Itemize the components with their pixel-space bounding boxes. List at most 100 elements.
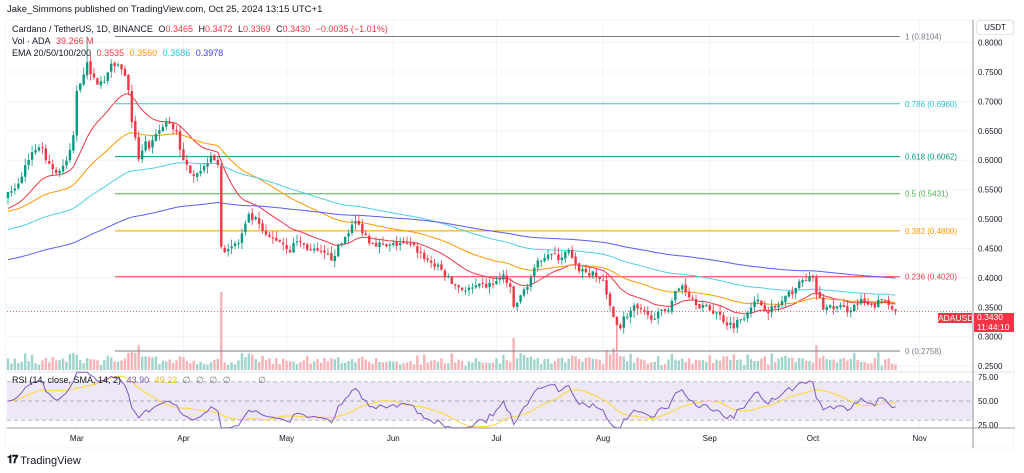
candle bbox=[302, 242, 306, 249]
rsi-legend[interactable]: RSI (14, close, SMA, 14, 2) 43.90 49.22 … bbox=[12, 375, 269, 386]
candle bbox=[433, 258, 436, 271]
candle bbox=[705, 303, 708, 308]
candle bbox=[361, 219, 364, 237]
candle-body bbox=[130, 91, 134, 123]
price-axis-label: 0.4000 bbox=[978, 274, 1003, 283]
volume-bar bbox=[340, 363, 343, 370]
candle bbox=[72, 131, 75, 153]
volume-bar bbox=[467, 361, 471, 370]
candle bbox=[330, 246, 333, 261]
fib-level-label: 0.236 (0.4020) bbox=[905, 273, 957, 282]
volume-bar bbox=[887, 358, 890, 370]
candle-body bbox=[677, 288, 680, 291]
volume-bar bbox=[285, 360, 288, 370]
volume-bar bbox=[178, 356, 182, 370]
symbol-title[interactable]: Cardano / TetherUS, 1D, BINANCE bbox=[12, 24, 153, 34]
volume-bar bbox=[715, 359, 718, 370]
fib-level-label: 0 (0.2758) bbox=[905, 347, 942, 356]
candle-body bbox=[213, 155, 216, 161]
candle bbox=[13, 183, 17, 195]
volume-bar bbox=[374, 358, 378, 370]
candle bbox=[515, 302, 519, 311]
volume-bar bbox=[24, 353, 27, 370]
candle bbox=[350, 219, 354, 236]
candle bbox=[202, 163, 206, 174]
candle-body bbox=[498, 278, 502, 280]
candle bbox=[471, 283, 474, 294]
candle bbox=[811, 274, 815, 282]
candle bbox=[567, 248, 570, 256]
rsi-axis-label: 25.00 bbox=[978, 421, 999, 430]
candle-body bbox=[381, 243, 385, 245]
fib-level-label: 0.618 (0.6062) bbox=[905, 153, 957, 162]
candle bbox=[880, 299, 883, 305]
candle bbox=[512, 285, 515, 309]
volume-bar bbox=[326, 361, 330, 370]
volume-bar bbox=[884, 359, 887, 370]
candle-body bbox=[189, 165, 192, 174]
volume-bar bbox=[529, 356, 533, 370]
candle-body bbox=[842, 305, 846, 307]
volume-bar bbox=[436, 361, 440, 370]
volume-bar bbox=[505, 360, 508, 370]
candle-body bbox=[601, 279, 605, 281]
candle-body bbox=[106, 72, 109, 81]
candle bbox=[794, 287, 797, 300]
candle-body bbox=[416, 246, 419, 253]
volume-bar bbox=[663, 363, 667, 370]
candle-body bbox=[533, 267, 536, 277]
candle bbox=[51, 159, 54, 176]
candle bbox=[787, 291, 791, 299]
volume-bar bbox=[581, 361, 584, 370]
volume-bar bbox=[189, 363, 192, 370]
candle bbox=[123, 65, 127, 77]
volume-bar bbox=[650, 362, 653, 370]
candle bbox=[213, 154, 216, 161]
candle-body bbox=[347, 233, 350, 237]
candle-body bbox=[708, 305, 711, 311]
volume-bar bbox=[708, 355, 711, 370]
candle bbox=[615, 316, 619, 351]
volume-bar bbox=[515, 358, 519, 370]
volume-bar bbox=[567, 358, 570, 370]
volume-bar bbox=[165, 361, 168, 370]
price-tag-price: 0.3430 bbox=[977, 312, 1003, 322]
tradingview-logo[interactable]: 𝟏𝟕 TradingView bbox=[7, 454, 81, 467]
candle bbox=[357, 215, 361, 226]
candle-body bbox=[767, 311, 770, 314]
candle-body bbox=[715, 312, 718, 314]
volume-bar bbox=[447, 363, 450, 370]
volume-bar bbox=[423, 354, 426, 370]
currency-button[interactable]: USDT bbox=[976, 20, 1014, 35]
fib-level-label: 0.382 (0.4800) bbox=[905, 227, 957, 236]
volume-bar bbox=[106, 356, 109, 370]
candle bbox=[626, 312, 629, 320]
candle bbox=[460, 286, 464, 292]
candle-body bbox=[712, 310, 715, 314]
candle bbox=[37, 144, 41, 153]
candle bbox=[619, 323, 622, 331]
candle bbox=[99, 76, 103, 89]
candle bbox=[220, 162, 223, 249]
volume-bar bbox=[264, 360, 268, 370]
rsi-axis-label: 75.00 bbox=[978, 373, 999, 382]
volume-bar bbox=[736, 360, 739, 370]
volume-bar bbox=[127, 352, 130, 370]
ema-legend[interactable]: EMA 20/50/100/200 0.3535 0.3560 0.3686 0… bbox=[12, 48, 226, 58]
candle-body bbox=[433, 263, 436, 267]
volume-bar bbox=[722, 356, 725, 370]
candle bbox=[694, 294, 698, 310]
candle bbox=[636, 302, 639, 316]
candle-body bbox=[161, 126, 164, 131]
volume-bar bbox=[306, 356, 309, 370]
candle-body bbox=[65, 160, 68, 166]
candle bbox=[677, 287, 680, 292]
candle-body bbox=[244, 223, 247, 233]
volume-bar bbox=[687, 358, 691, 370]
time-axis-label: Sep bbox=[703, 434, 718, 443]
candle bbox=[457, 284, 460, 294]
candle bbox=[815, 274, 818, 300]
volume-legend[interactable]: Vol · ADA 39.266 M bbox=[12, 36, 97, 46]
candle-body bbox=[546, 254, 550, 259]
